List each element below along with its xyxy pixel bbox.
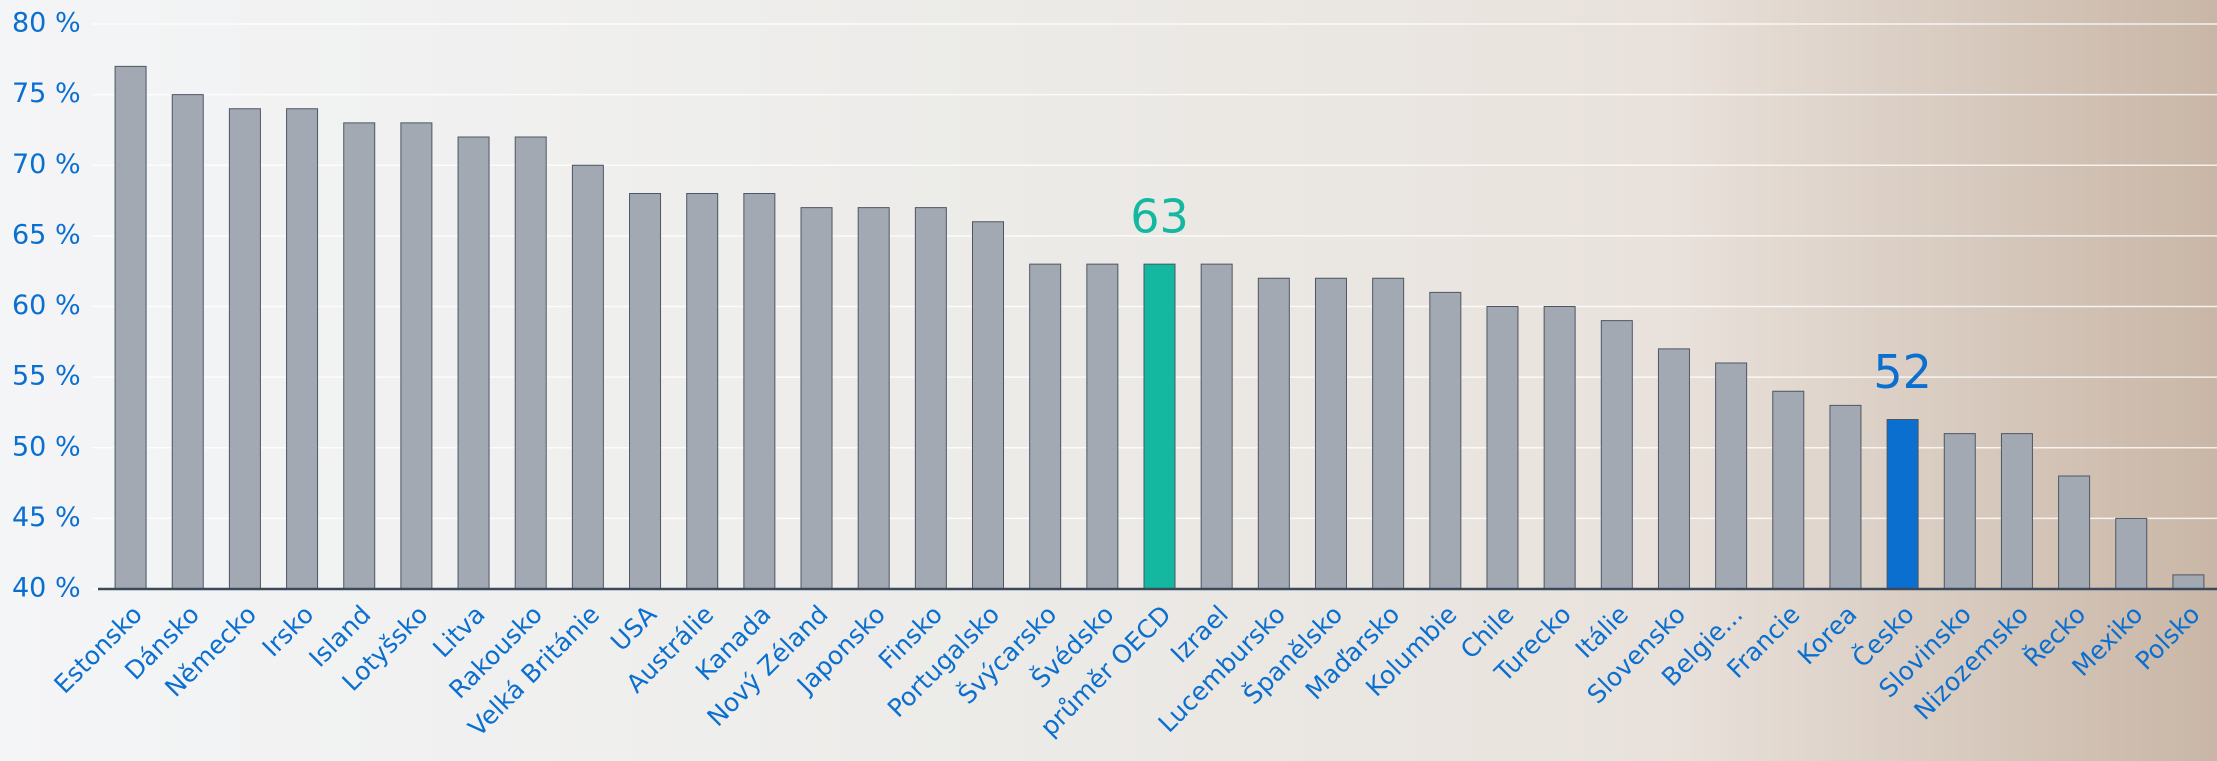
bar [1143, 263, 1176, 590]
bar [857, 207, 890, 590]
bar [114, 65, 147, 590]
bar [1200, 263, 1233, 590]
y-tick-label: 75 % [12, 78, 81, 109]
bar [1486, 306, 1519, 590]
bar [1543, 306, 1576, 590]
bar [1772, 390, 1805, 590]
bar [1257, 277, 1290, 590]
bar [171, 94, 204, 590]
bar [2172, 574, 2205, 590]
y-tick-label: 60 % [12, 290, 81, 321]
bar [2000, 433, 2033, 590]
bar [343, 122, 376, 590]
bar [1372, 277, 1405, 590]
bar [914, 207, 947, 590]
y-tick-label: 65 % [12, 219, 81, 250]
bar [686, 193, 719, 590]
bar [1600, 320, 1633, 590]
bar [972, 221, 1005, 590]
bar [2058, 475, 2091, 590]
bar [400, 122, 433, 590]
bar [800, 207, 833, 590]
bar [1029, 263, 1062, 590]
bar [1943, 433, 1976, 590]
bar [1829, 404, 1862, 590]
bar [286, 108, 319, 590]
bar [1086, 263, 1119, 590]
bar [629, 193, 662, 590]
bar [1715, 362, 1748, 590]
bar [1657, 348, 1690, 590]
y-tick-label: 45 % [12, 502, 81, 533]
y-tick-label: 70 % [12, 149, 81, 180]
bar [2115, 517, 2148, 590]
data-label: 52 [1873, 345, 1932, 399]
y-tick-label: 55 % [12, 361, 81, 392]
bar [228, 108, 261, 590]
y-tick-label: 50 % [12, 431, 81, 462]
bar [457, 136, 490, 590]
bar [1314, 277, 1347, 590]
y-tick-label: 40 % [12, 573, 81, 604]
bar [571, 164, 604, 590]
bar [1886, 419, 1919, 590]
y-tick-label: 80 % [12, 8, 81, 39]
data-label: 63 [1130, 190, 1189, 244]
bar [514, 136, 547, 590]
bar [743, 193, 776, 590]
bar [1429, 291, 1462, 590]
